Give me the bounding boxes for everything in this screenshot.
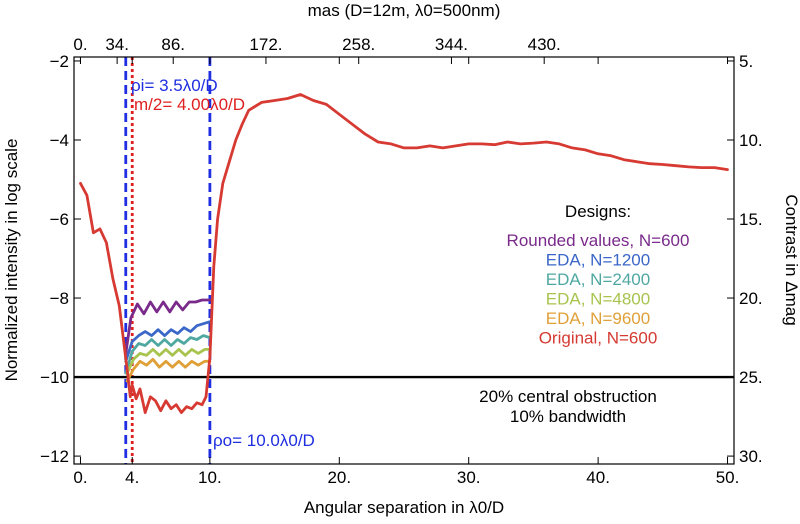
bottom-x-axis-label: Angular separation in λ0/D — [304, 498, 504, 517]
series-line-1 — [124, 320, 212, 363]
axes-layer: 0. 4. 10. 20. 30. 40. 50. 0. 34. 86. 172. 258. 344. 4… — [40, 35, 762, 487]
right-y-axis-label: Contrast in Δmag — [782, 194, 800, 325]
rho-o-label: ρo= 10.0λ0/D — [213, 431, 315, 450]
plot-frame — [73, 56, 735, 465]
y-tick-label: −2 — [50, 52, 69, 71]
m-half-label: m/2= 4.00λ0/D — [134, 95, 245, 114]
legend-entry-3: EDA, N=4800 — [546, 290, 650, 309]
series-line-0 — [124, 298, 212, 355]
right-tick-label: 25. — [739, 368, 763, 387]
top-tick-label: 172. — [249, 35, 282, 54]
obstruction-note: 20% central obstruction — [479, 387, 657, 406]
plot-layer — [74, 57, 734, 464]
series-line-4 — [125, 357, 212, 383]
x-tick-label: 50. — [716, 468, 740, 487]
top-tick-label: 344. — [435, 35, 468, 54]
legend-entry-4: EDA, N=9600 — [546, 309, 650, 328]
y-tick-label: −8 — [50, 289, 69, 308]
y-tick-label: −10 — [40, 368, 69, 387]
top-tick-label: 86. — [161, 35, 185, 54]
rho-i-label: ρi= 3.5λ0/D — [131, 76, 218, 95]
legend-entry-2: EDA, N=2400 — [546, 270, 650, 289]
legend-entry-0: Rounded values, N=600 — [507, 231, 690, 250]
right-tick-label: 30. — [739, 447, 763, 466]
right-tick-label: 10. — [739, 131, 763, 150]
top-tick-label: 0. — [73, 35, 87, 54]
y-tick-label: −6 — [50, 210, 69, 229]
legend-title: Designs: — [565, 202, 631, 221]
series-line-2 — [124, 334, 212, 375]
legend-entry-5: Original, N=600 — [539, 329, 658, 348]
x-tick-label: 20. — [327, 468, 351, 487]
right-tick-label: 15. — [739, 210, 763, 229]
left-y-axis-label: Normalized intensity in log scale — [2, 139, 21, 382]
top-x-axis-label: mas (D=12m, λ0=500nm) — [308, 1, 501, 20]
x-tick-label: 4. — [125, 468, 139, 487]
series-line-5 — [79, 93, 729, 415]
x-tick-label: 0. — [73, 468, 87, 487]
legend-entry-1: EDA, N=1200 — [546, 251, 650, 270]
right-tick-label: 20. — [739, 289, 763, 308]
top-tick-label: 430. — [528, 35, 561, 54]
series-line-3 — [125, 347, 212, 375]
right-tick-label: 5. — [739, 52, 753, 71]
x-tick-label: 40. — [586, 468, 610, 487]
bandwidth-note: 10% bandwidth — [510, 407, 626, 426]
y-tick-label: −4 — [50, 131, 69, 150]
x-tick-label: 30. — [457, 468, 481, 487]
top-tick-label: 34. — [105, 35, 129, 54]
x-tick-label: 10. — [198, 468, 222, 487]
y-tick-label: −12 — [40, 447, 69, 466]
top-tick-label: 258. — [342, 35, 375, 54]
